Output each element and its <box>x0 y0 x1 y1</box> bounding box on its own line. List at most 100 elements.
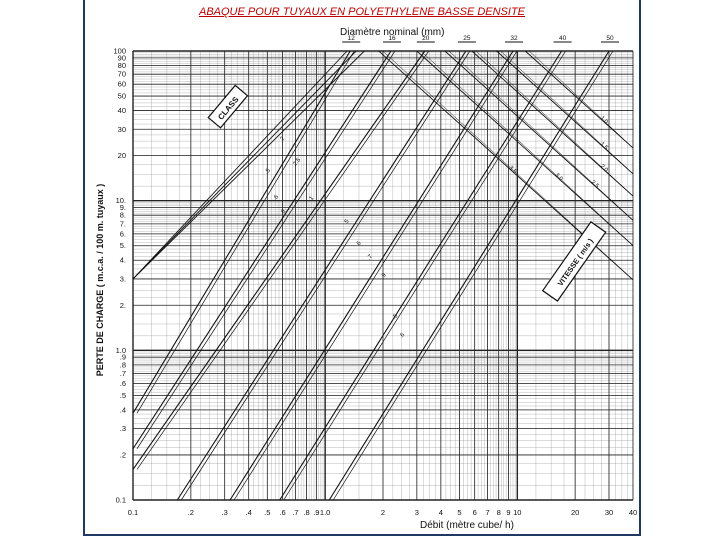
y-tick-label: 6. <box>120 229 126 238</box>
diameter-line-40 <box>279 50 563 501</box>
y-tick-label: 3. <box>120 274 126 283</box>
velocity-line-1.0 <box>524 50 634 149</box>
y-tick-label: 10. <box>116 196 126 205</box>
diameter-line-25-pair <box>180 50 471 501</box>
diameter-line-32-pair <box>233 50 518 501</box>
x-tick-label: 9 <box>506 508 510 517</box>
diameter-line-40-pair <box>283 50 566 501</box>
y-tick-label: 100 <box>113 47 126 56</box>
velocity-label-2.5: 2.5 <box>590 180 601 191</box>
diameter-label-16: 16 <box>388 35 396 42</box>
class-line-4 <box>132 50 348 280</box>
x-axis-caption: Débit (mètre cube/ h) <box>420 520 514 531</box>
chart-labels: 0.1.2.3.4.5.6.7.8.9 1.0 2 3 4 5 6 7 8 9 10 20 30 400.… <box>95 35 637 517</box>
y-tick-label: .3 <box>120 424 126 433</box>
y-tick-label: 4. <box>120 256 126 265</box>
velocity-line-1.5-pair <box>500 50 634 174</box>
x-tick-label: .6 <box>279 508 285 517</box>
velocity-label-2.0: 2.0 <box>599 164 610 175</box>
x-tick-label: .5 <box>264 508 270 517</box>
x-tick-label: .8 <box>303 508 309 517</box>
x-tick-label: 1.0 <box>320 508 330 517</box>
page-title: ABAQUE POUR TUYAUX EN POLYETHYLENE BASSE… <box>198 6 526 18</box>
x-tick-label: 2 <box>381 508 385 517</box>
diameter-line-20 <box>132 50 426 470</box>
x-tick-label: .2 <box>188 508 194 517</box>
inline-velocity-mark: .5 <box>392 313 400 321</box>
y-tick-label: .2 <box>120 450 126 459</box>
velocity-line-2.5 <box>444 50 634 221</box>
inline-velocity-mark: .6 <box>399 332 407 340</box>
x-tick-label: .7 <box>292 508 298 517</box>
y-tick-label: 9. <box>120 203 126 212</box>
velocity-label-1.0: 1.0 <box>599 115 610 126</box>
y-tick-label: .7 <box>120 369 126 378</box>
x-tick-label: .9 <box>313 508 319 517</box>
velocity-line-2.0 <box>471 50 634 197</box>
diameter-label-12: 12 <box>348 35 356 42</box>
diameter-label-32: 32 <box>510 35 518 42</box>
y-tick-label: 50 <box>118 92 126 101</box>
inline-velocity-mark: 1 <box>309 195 316 202</box>
diameter-line-20-pair <box>136 50 430 470</box>
x-tick-label: 7 <box>485 508 489 517</box>
inline-velocity-mark: 2.5 <box>292 157 302 168</box>
inline-velocity-mark: 5 <box>344 218 351 225</box>
y-tick-label: 60 <box>118 80 126 89</box>
class-line-10 <box>132 50 365 280</box>
x-tick-label: 30 <box>605 508 613 517</box>
y-tick-label: .8 <box>120 360 126 369</box>
y-tick-label: 40 <box>118 106 126 115</box>
y-tick-label: 0.1 <box>116 496 126 505</box>
y-tick-label: 30 <box>118 125 126 134</box>
y-tick-label: 80 <box>118 61 126 70</box>
inline-velocity-mark: .5 <box>264 167 272 175</box>
diameter-label-20: 20 <box>422 35 430 42</box>
diameter-line-32 <box>229 50 514 501</box>
diameter-line-50-pair <box>332 50 614 501</box>
x-tick-label: 3 <box>415 508 419 517</box>
y-tick-label: 90 <box>118 53 126 62</box>
inline-velocity-mark: 6 <box>356 240 363 247</box>
y-tick-label: 2. <box>120 301 126 310</box>
x-tick-label: 8 <box>497 508 501 517</box>
x-tick-label: 40 <box>629 508 637 517</box>
diameter-line-16-pair <box>136 50 396 449</box>
y-tick-label: .5 <box>120 391 126 400</box>
x-tick-label: 4 <box>439 508 443 517</box>
class-box <box>207 84 249 129</box>
velocity-line-2.5-pair <box>448 50 634 221</box>
x-tick-label: 5 <box>457 508 461 517</box>
x-tick-label: 6 <box>473 508 477 517</box>
inline-velocity-mark: 2 <box>279 135 286 142</box>
diameter-label-25: 25 <box>463 35 471 42</box>
velocity-label-1.5: 1.5 <box>599 141 610 152</box>
velocity-line-1.5 <box>496 50 634 175</box>
y-tick-label: 70 <box>118 70 126 79</box>
y-tick-label: 1.0 <box>116 346 126 355</box>
velocity-line-1.0-pair <box>529 50 634 149</box>
class-line-6 <box>132 50 357 280</box>
x-tick-label: .4 <box>246 508 252 517</box>
y-tick-label: 20 <box>118 151 126 160</box>
diameter-line-12-pair <box>136 50 355 414</box>
diameter-caption: Diamètre nominal (mm) <box>340 27 445 38</box>
inline-velocity-mark: .6 <box>272 194 280 202</box>
inline-velocity-mark: .8 <box>279 208 287 216</box>
diameter-label-40: 40 <box>559 35 567 42</box>
y-tick-label: .6 <box>120 379 126 388</box>
x-tick-label: 20 <box>571 508 579 517</box>
velocity-line-3.0 <box>416 50 634 246</box>
x-tick-label: 10 <box>513 508 521 517</box>
velocity-label-3.5: 3.5 <box>507 165 518 176</box>
grid-major <box>132 50 634 501</box>
y-tick-label: 8. <box>120 211 126 220</box>
x-tick-label: .3 <box>222 508 228 517</box>
y-tick-label: .9 <box>120 353 126 362</box>
diameter-line-16 <box>132 50 392 450</box>
diameter-line-12 <box>132 50 351 414</box>
y-axis-label: PERTE DE CHARGE ( m.c.a. / 100 m. tuyaux… <box>95 184 105 377</box>
diameter-label-50: 50 <box>606 35 614 42</box>
velocity-label-3.0: 3.0 <box>553 172 564 183</box>
